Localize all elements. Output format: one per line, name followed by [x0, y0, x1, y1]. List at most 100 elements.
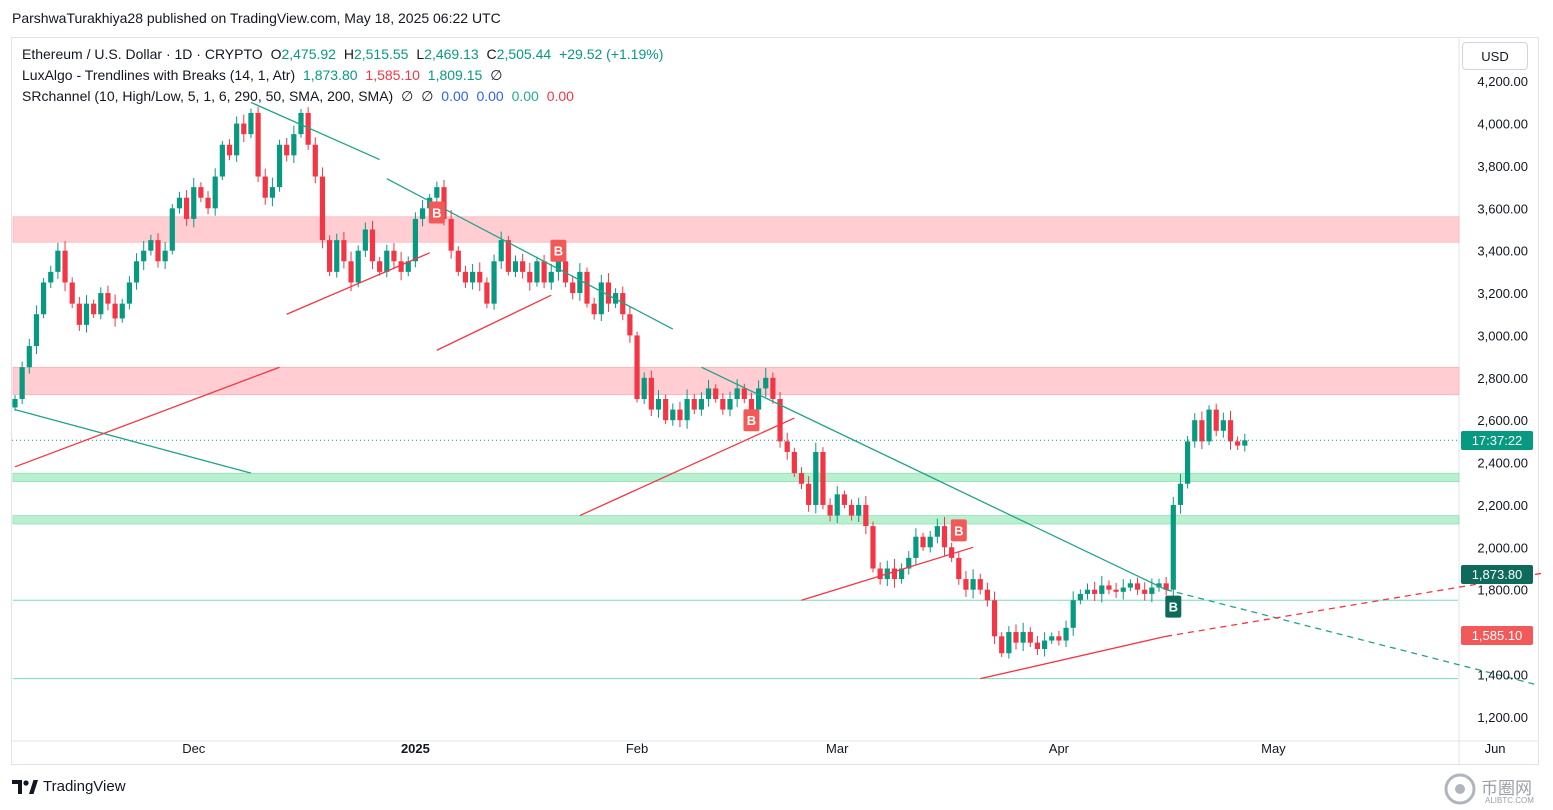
watermark-url: ALIBTC.COM — [1485, 796, 1534, 805]
luxalgo-name[interactable]: LuxAlgo - Trendlines with Breaks (14, 1,… — [22, 67, 296, 83]
candle-body — [1199, 420, 1205, 442]
candle-body — [841, 494, 847, 505]
legend-luxalgo[interactable]: LuxAlgo - Trendlines with Breaks (14, 1,… — [22, 67, 506, 84]
legend-symbol[interactable]: Ethereum / U.S. Dollar · 1D · CRYPTO — [22, 46, 263, 62]
candle-body — [212, 176, 218, 209]
legend-low-label: L — [416, 46, 425, 62]
candle-body — [1049, 636, 1055, 641]
candle-body — [48, 271, 54, 283]
candle-body — [377, 261, 383, 272]
candle-body — [999, 636, 1005, 654]
candle-body — [334, 240, 340, 272]
y-tick-label: 1,800.00 — [1477, 583, 1528, 598]
candle-body — [791, 451, 797, 474]
candle-body — [1242, 440, 1248, 446]
published-by-line: ParshwaTurakhiya28 published on TradingV… — [12, 10, 501, 26]
candle-body — [970, 579, 976, 590]
trendline-green-1 — [250, 101, 380, 161]
legend-main[interactable]: Ethereum / U.S. Dollar · 1D · CRYPTO O2,… — [22, 46, 667, 62]
candle-body — [41, 282, 47, 315]
x-tick-label: May — [1261, 741, 1286, 756]
zone-support-3 — [12, 515, 1460, 525]
candle-body — [870, 526, 876, 569]
candle-body — [312, 144, 318, 177]
candle-body — [856, 504, 862, 516]
legend-srchannel[interactable]: SRchannel (10, High/Low, 5, 1, 6, 290, 5… — [22, 88, 578, 105]
y-tick-label: 1,200.00 — [1477, 710, 1528, 725]
y-tick-label: 3,800.00 — [1477, 159, 1528, 174]
tradingview-brand: TradingView — [43, 778, 126, 795]
candle-body — [848, 504, 855, 516]
candle-body — [784, 441, 790, 452]
candle-body — [341, 240, 347, 262]
candle-body — [920, 536, 926, 548]
signal-label-3: B — [954, 523, 963, 538]
candle-body — [12, 399, 18, 408]
candle-body — [634, 335, 640, 399]
candle-body — [963, 579, 969, 590]
candle-body — [648, 377, 654, 410]
candle-body — [663, 399, 669, 421]
candle-body — [284, 144, 290, 156]
candle-body — [913, 536, 919, 558]
candle-body — [562, 261, 569, 283]
candle-body — [863, 504, 869, 527]
candle-body — [991, 600, 998, 637]
candle-body — [69, 282, 75, 304]
signal-label-0: B — [432, 206, 441, 221]
candle-body — [455, 250, 461, 272]
sr-name[interactable]: SRchannel (10, High/Low, 5, 1, 6, 290, 5… — [22, 88, 394, 104]
currency-button[interactable]: USD — [1462, 42, 1528, 70]
trendline-green-0 — [14, 408, 252, 474]
legend-open-label: O — [270, 46, 282, 62]
zone-resistance-0 — [12, 216, 1460, 243]
legend-close-label: C — [486, 46, 497, 62]
upper-trendline-price-tag: 1,873.80 — [1461, 564, 1533, 584]
candle-body — [327, 240, 333, 272]
candle-body — [891, 568, 898, 580]
signal-badge-2 — [743, 409, 760, 432]
candle-body — [169, 208, 175, 251]
candle-body — [806, 483, 812, 505]
candle-body — [398, 261, 404, 272]
signal-label-4: B — [1169, 600, 1178, 615]
candle-body — [977, 579, 983, 590]
trendline-red-7 — [436, 294, 552, 351]
candle-body — [198, 187, 204, 198]
tradingview-logo[interactable]: TradingView — [12, 778, 126, 795]
candle-body — [777, 399, 783, 442]
candle-body — [362, 229, 368, 251]
candle-body — [33, 314, 40, 347]
candle-body — [1042, 640, 1048, 650]
trendline-red-8 — [579, 417, 795, 517]
candle-body — [1084, 589, 1091, 594]
candle-body — [305, 112, 311, 145]
candle-body — [1106, 585, 1112, 590]
candle-body — [1127, 583, 1133, 588]
trendline-green-2 — [386, 178, 674, 330]
legend-close: 2,505.44 — [496, 46, 552, 62]
candle-body — [713, 388, 719, 399]
legend-open: 2,475.92 — [281, 46, 336, 62]
legend-high: 2,515.55 — [353, 46, 409, 62]
y-tick-label: 4,000.00 — [1477, 117, 1528, 132]
candle-body — [205, 197, 211, 209]
candle-body — [1092, 589, 1098, 594]
candle-body — [770, 377, 776, 399]
candle-body — [1070, 600, 1076, 628]
trendline-red-10 — [980, 635, 1167, 680]
candle-body — [191, 187, 197, 219]
candle-body — [448, 218, 454, 251]
candle-body — [369, 229, 376, 262]
candle-body — [255, 112, 261, 177]
candle-body — [105, 293, 111, 304]
candle-body — [1120, 587, 1126, 592]
candle-body — [248, 112, 254, 135]
luxalgo-value-1: 1,873.80 — [303, 67, 358, 83]
sr-na-1: ∅ — [401, 88, 414, 104]
candle-body — [1134, 583, 1141, 590]
candle-body — [763, 377, 769, 389]
x-tick-label: Jun — [1485, 741, 1506, 756]
x-tick-label: Dec — [182, 741, 206, 756]
